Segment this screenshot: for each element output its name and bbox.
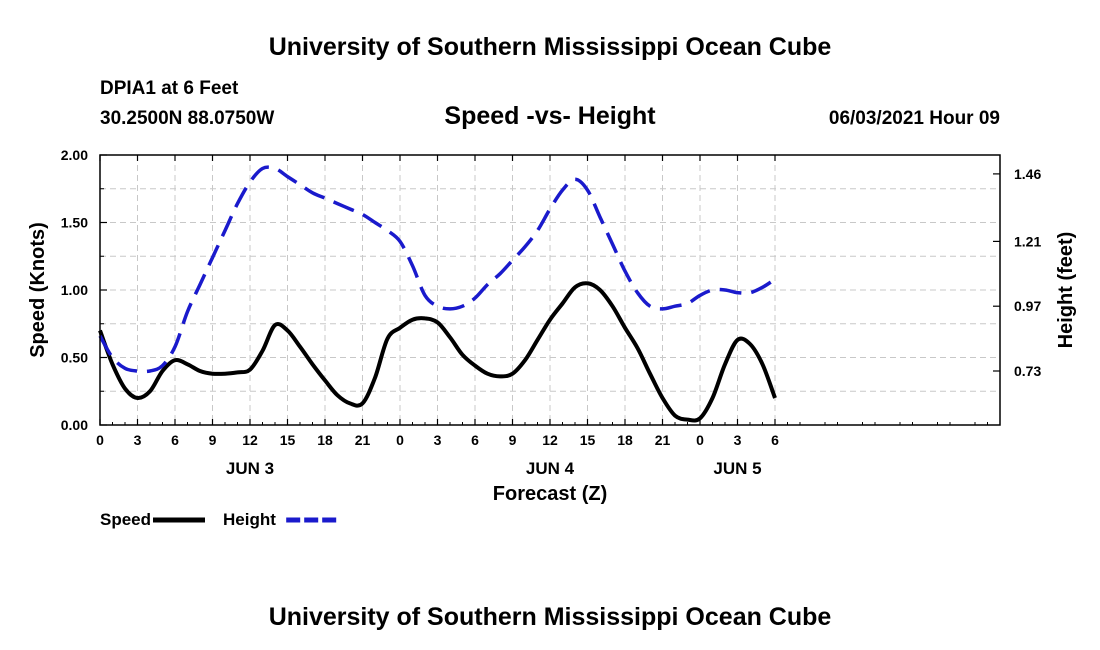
plot-frame bbox=[99, 154, 1001, 426]
y2-axis-label: Height (feet) bbox=[1055, 232, 1077, 349]
y-tick-label: 0.50 bbox=[61, 350, 88, 366]
x-tick-label: 18 bbox=[317, 432, 333, 448]
x-tick-label: 21 bbox=[655, 432, 671, 448]
x-tick-label: 9 bbox=[509, 432, 517, 448]
forecast-timestamp: 06/03/2021 Hour 09 bbox=[829, 108, 1000, 129]
x-tick-label: 0 bbox=[696, 432, 704, 448]
date-label: JUN 5 bbox=[713, 459, 761, 478]
x-tick-label: 3 bbox=[134, 432, 142, 448]
series-line-height bbox=[98, 165, 776, 374]
x-tick-label: 21 bbox=[355, 432, 371, 448]
x-tick-label: 12 bbox=[242, 432, 258, 448]
y2-tick-label: 1.46 bbox=[1014, 166, 1041, 182]
y-tick-label: 2.00 bbox=[61, 147, 88, 163]
y-tick-label: 1.50 bbox=[61, 215, 88, 231]
tick-labels: 0 3 6 9 12 15 18 21 0 3 6 9 12 15 18 21 0 3 6 JUN 3 JUN 4 JUN… bbox=[61, 147, 1042, 478]
x-tick-label: 15 bbox=[280, 432, 296, 448]
grid-lines bbox=[100, 155, 1000, 425]
y2-tick-label: 1.21 bbox=[1014, 233, 1041, 249]
x-tick-label: 0 bbox=[96, 432, 104, 448]
y2-tick-label: 0.73 bbox=[1014, 363, 1041, 379]
legend-label-height: Height bbox=[223, 510, 276, 529]
date-label: JUN 3 bbox=[226, 459, 274, 478]
x-tick-label: 3 bbox=[734, 432, 742, 448]
x-tick-label: 12 bbox=[542, 432, 558, 448]
x-tick-label: 18 bbox=[617, 432, 633, 448]
series-lines bbox=[98, 165, 777, 423]
x-axis-label: Forecast (Z) bbox=[493, 483, 607, 505]
x-tick-label: 15 bbox=[580, 432, 596, 448]
x-tick-label: 6 bbox=[171, 432, 179, 448]
station-label: DPIA1 at 6 Feet bbox=[100, 78, 239, 99]
date-label: JUN 4 bbox=[526, 459, 575, 478]
x-tick-label: 6 bbox=[471, 432, 479, 448]
x-tick-label: 9 bbox=[209, 432, 217, 448]
footer-title: University of Southern Mississippi Ocean… bbox=[269, 603, 832, 631]
y-tick-label: 1.00 bbox=[61, 282, 88, 298]
legend: Speed Height bbox=[100, 510, 339, 529]
legend-label-speed: Speed bbox=[100, 510, 151, 529]
y-tick-label: 0.00 bbox=[61, 417, 88, 433]
x-tick-label: 6 bbox=[771, 432, 779, 448]
chart-title: Speed -vs- Height bbox=[444, 102, 656, 130]
station-coords: 30.2500N 88.0750W bbox=[100, 108, 274, 129]
y2-tick-label: 0.97 bbox=[1014, 298, 1041, 314]
y-axis-label: Speed (Knots) bbox=[27, 222, 49, 358]
x-tick-label: 3 bbox=[434, 432, 442, 448]
series-line-speed bbox=[98, 281, 777, 423]
x-tick-label: 0 bbox=[396, 432, 404, 448]
page-title: University of Southern Mississippi Ocean… bbox=[269, 33, 832, 61]
